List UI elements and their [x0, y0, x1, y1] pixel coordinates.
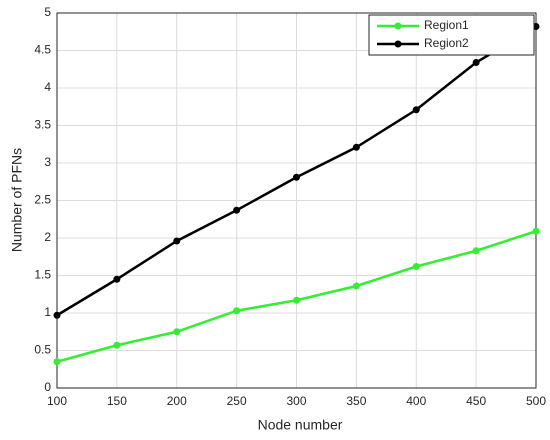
data-point — [53, 311, 61, 319]
legend-marker — [394, 40, 402, 48]
data-point — [293, 296, 300, 304]
x-tick-label: 100 — [47, 394, 67, 408]
data-point — [412, 106, 420, 114]
legend-label: Region1 — [424, 18, 469, 32]
x-tick-label: 200 — [167, 394, 187, 408]
data-point — [412, 263, 420, 270]
legend-label: Region2 — [424, 36, 469, 50]
y-axis-label: Number of PFNs — [9, 148, 25, 252]
data-point — [472, 59, 480, 66]
y-tick-label: 3 — [44, 155, 51, 169]
legend-marker — [394, 22, 402, 30]
data-point — [233, 206, 241, 214]
x-tick-label: 400 — [406, 394, 426, 408]
y-tick-label: 0.5 — [34, 343, 51, 357]
y-tick-label: 1 — [44, 305, 51, 319]
x-tick-label: 300 — [286, 394, 306, 408]
x-axis-label: Node number — [258, 417, 343, 433]
y-tick-label: 2 — [44, 230, 51, 244]
data-point — [233, 307, 241, 315]
y-tick-label: 0 — [44, 380, 51, 394]
y-tick-label: 3.5 — [34, 118, 51, 132]
data-point — [113, 275, 121, 283]
data-point — [352, 282, 360, 290]
data-point — [173, 328, 181, 336]
data-point — [173, 237, 181, 245]
data-point — [113, 341, 121, 349]
data-point — [53, 358, 61, 366]
data-point — [532, 227, 540, 235]
y-tick-label: 5 — [44, 5, 51, 19]
legend-box — [368, 14, 535, 56]
x-tick-label: 150 — [107, 394, 127, 408]
y-tick-label: 4 — [44, 80, 51, 94]
x-tick-label: 250 — [227, 394, 247, 408]
x-tick-label: 500 — [526, 394, 546, 408]
data-point — [352, 143, 360, 151]
x-tick-label: 450 — [466, 394, 486, 408]
y-tick-label: 1.5 — [34, 268, 51, 282]
y-tick-label: 2.5 — [34, 193, 51, 207]
y-tick-label: 4.5 — [34, 43, 51, 57]
x-tick-label: 350 — [346, 394, 366, 408]
data-point — [472, 247, 480, 255]
data-point — [293, 173, 300, 181]
plot-frame — [56, 12, 537, 389]
